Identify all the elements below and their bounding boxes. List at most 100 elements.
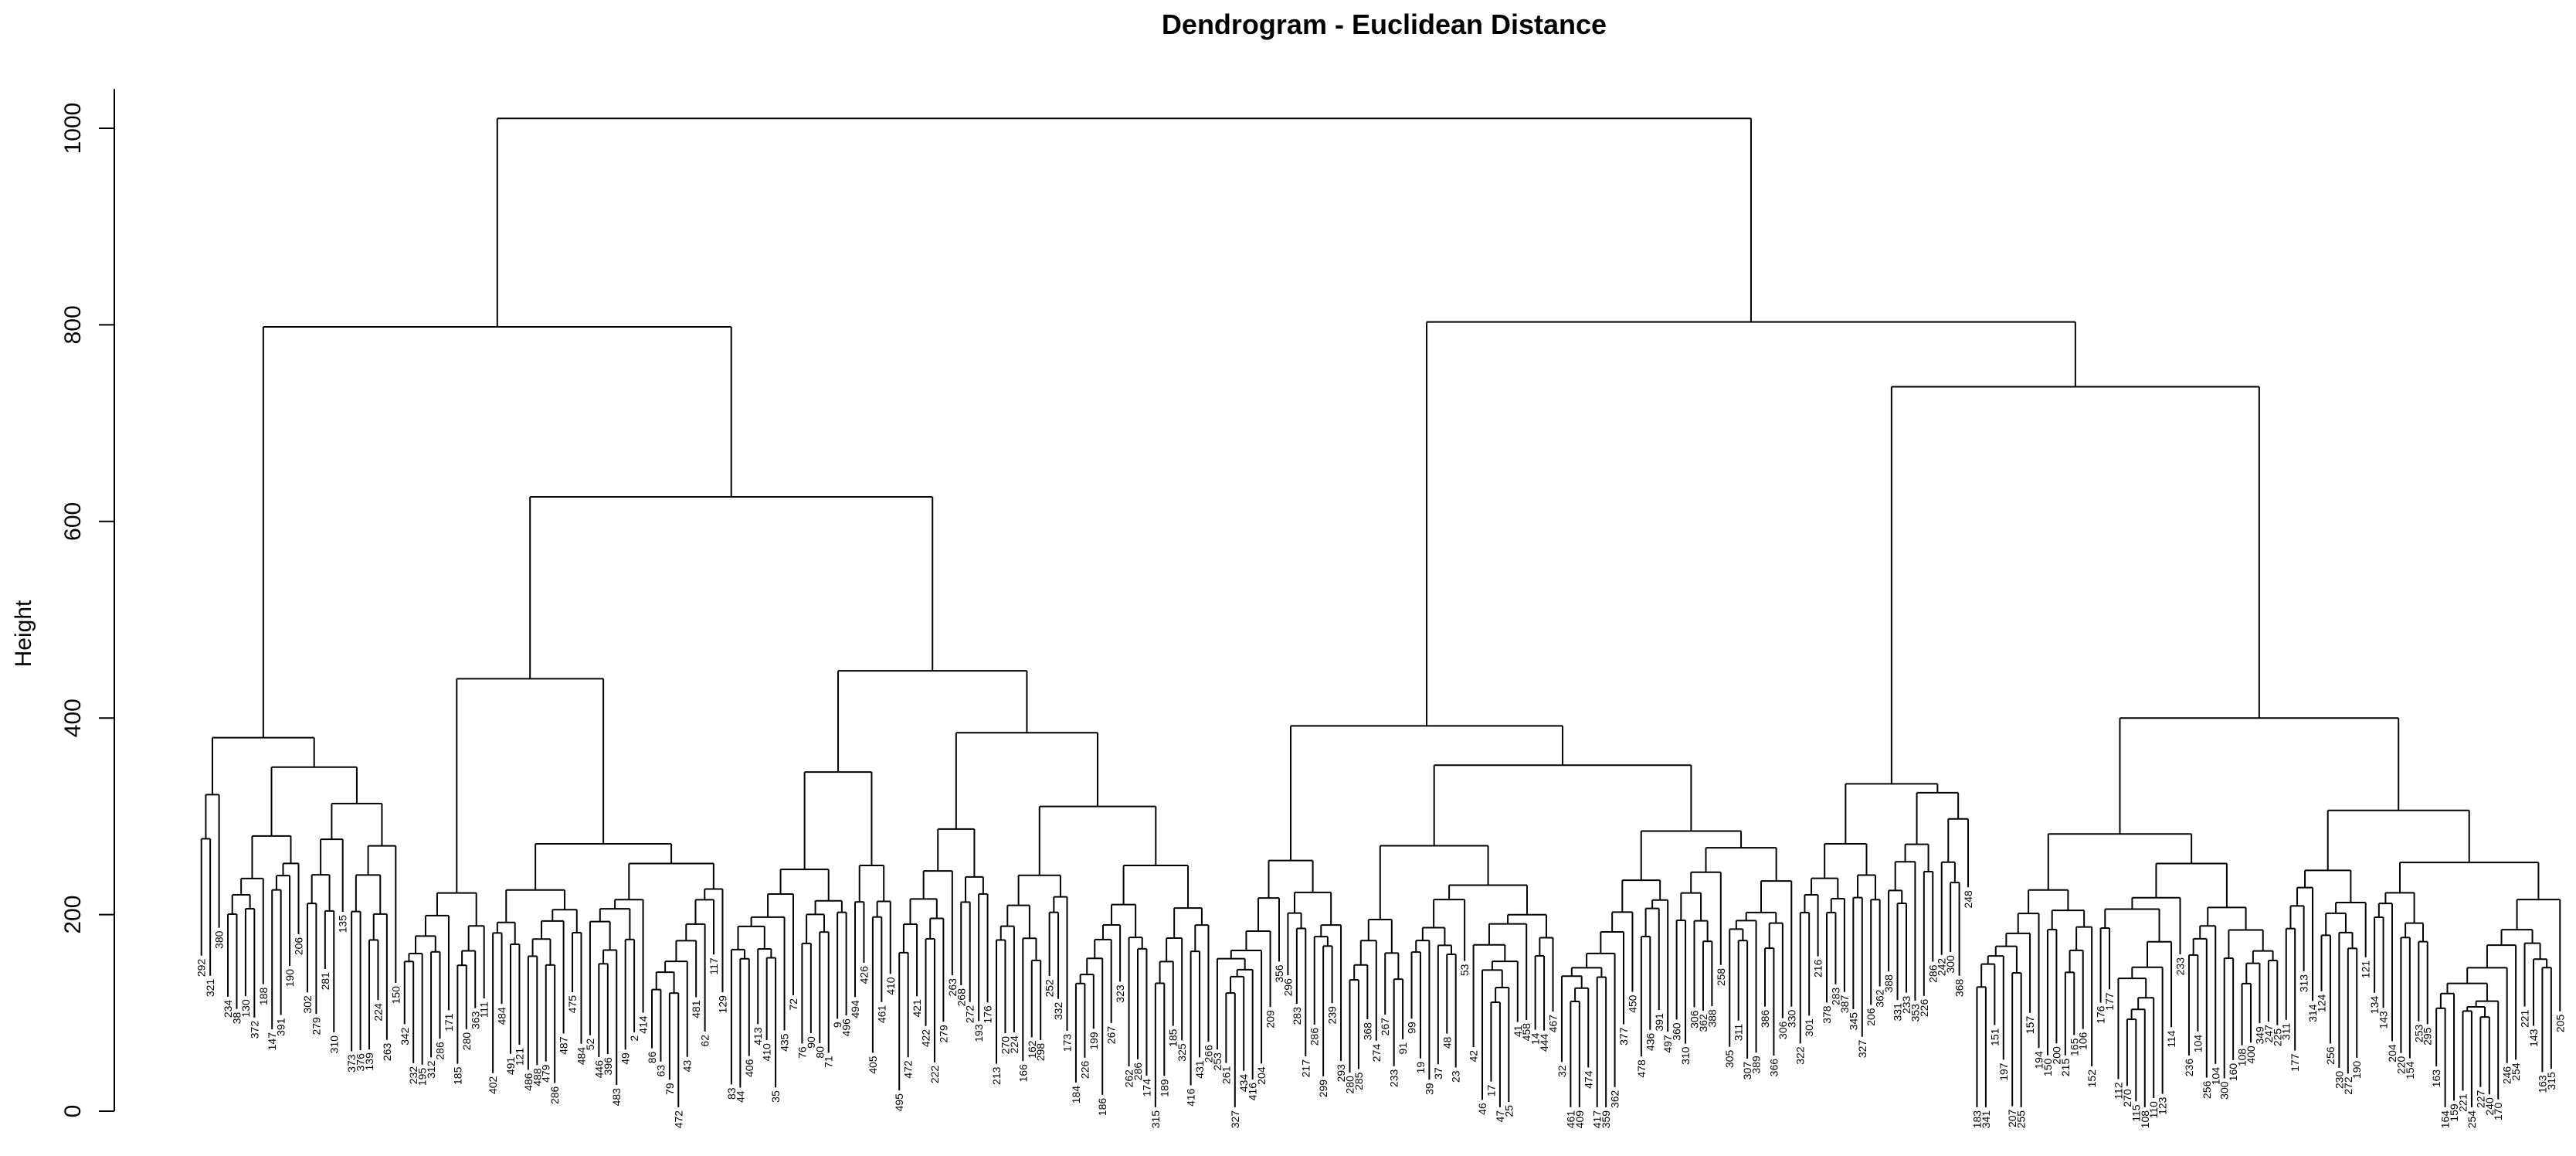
leaf-label: 177 <box>2289 1053 2301 1072</box>
leaf-label: 240 <box>2483 1097 2496 1116</box>
leaf-label: 298 <box>1034 1043 1047 1062</box>
leaf-label: 150 <box>389 986 402 1005</box>
leaf-label: 121 <box>513 1048 525 1066</box>
leaf-label: 396 <box>602 1057 614 1076</box>
leaf-label: 325 <box>1176 1043 1188 1062</box>
leaf-label: 262 <box>1123 1069 1135 1088</box>
leaf-label: 157 <box>2024 1016 2036 1035</box>
leaf-label: 112 <box>2112 1082 2124 1100</box>
leaf-label: 286 <box>548 1086 561 1104</box>
leaf-label: 426 <box>857 966 870 984</box>
leaf-label: 254 <box>2466 1110 2478 1129</box>
leaf-label: 106 <box>2077 1032 2089 1050</box>
leaf-label: 305 <box>1723 1050 1736 1069</box>
leaf-label: 362 <box>1697 1014 1709 1032</box>
leaf-label: 300 <box>1944 955 1957 974</box>
leaf-label: 253 <box>1211 1052 1224 1071</box>
leaf-label: 160 <box>2227 1063 2239 1082</box>
leaf-label: 360 <box>1671 1022 1683 1041</box>
leaf-label: 356 <box>1273 964 1285 983</box>
leaf-label: 484 <box>575 1047 587 1066</box>
leaf-label: 286 <box>1132 1062 1144 1081</box>
leaf-label: 42 <box>1468 1050 1480 1062</box>
leaf-label: 206 <box>293 937 305 956</box>
leaf-label: 283 <box>1291 1007 1303 1025</box>
leaf-label: 486 <box>522 1073 535 1091</box>
leaf-label: 270 <box>2121 1089 2133 1107</box>
y-axis-label: Height <box>11 600 36 667</box>
leaf-label: 233 <box>1900 995 1912 1014</box>
leaf-label: 165 <box>2068 1038 2080 1056</box>
leaf-label: 310 <box>328 1035 340 1054</box>
leaf-label: 224 <box>1008 1035 1020 1054</box>
leaf-label: 321 <box>204 979 216 998</box>
leaf-label: 312 <box>425 1060 437 1079</box>
leaf-label: 472 <box>902 1060 915 1079</box>
leaf-label: 53 <box>1458 964 1471 976</box>
leaf-label: 63 <box>654 1065 667 1077</box>
y-tick-label: 400 <box>60 699 86 737</box>
leaf-label: 193 <box>972 1024 985 1042</box>
leaf-label: 327 <box>1229 1110 1241 1129</box>
leaf-label: 209 <box>1264 1010 1277 1028</box>
leaf-label: 147 <box>266 1032 278 1051</box>
leaf-label: 190 <box>283 969 296 988</box>
y-tick-label: 200 <box>60 896 86 934</box>
leaf-label: 409 <box>1573 1110 1586 1129</box>
leaf-label: 472 <box>672 1110 684 1129</box>
leaf-label: 410 <box>884 977 897 995</box>
leaf-label: 283 <box>1829 988 1841 1006</box>
leaf-label: 44 <box>734 1090 746 1103</box>
leaf-label: 281 <box>319 972 331 991</box>
leaf-label: 494 <box>849 1000 861 1018</box>
leaf-label: 331 <box>1892 1003 1904 1022</box>
leaf-label: 185 <box>1167 1028 1179 1047</box>
y-tick-label: 1000 <box>60 103 86 155</box>
leaf-label: 263 <box>946 978 959 997</box>
leaf-label: 221 <box>2456 1093 2469 1112</box>
leaf-label: 402 <box>487 1076 499 1094</box>
leaf-label: 299 <box>1317 1080 1329 1098</box>
leaf-label: 221 <box>2519 1009 2531 1028</box>
leaf-label: 176 <box>2095 1005 2107 1024</box>
leaf-label: 306 <box>1688 1010 1700 1028</box>
leaf-label: 461 <box>1564 1110 1576 1129</box>
leaf-label: 295 <box>2422 1027 2434 1046</box>
leaf-label: 450 <box>1626 994 1638 1013</box>
leaf-label: 307 <box>1741 1062 1753 1080</box>
leaf-label: 292 <box>195 959 208 978</box>
leaf-label: 195 <box>416 1068 429 1086</box>
leaf-label: 421 <box>911 999 923 1018</box>
leaf-label: 434 <box>1237 1074 1250 1093</box>
leaf-label: 204 <box>1255 1066 1268 1085</box>
leaf-label: 117 <box>708 957 720 975</box>
leaf-label: 363 <box>469 1011 481 1029</box>
leaf-label: 373 <box>345 1054 358 1073</box>
leaf-label: 114 <box>2165 1030 2177 1048</box>
leaf-label: 104 <box>2191 1035 2204 1053</box>
leaf-label: 9 <box>831 1022 843 1028</box>
leaf-label: 378 <box>1821 1005 1833 1024</box>
leaf-label: 254 <box>2510 1062 2522 1081</box>
leaf-label: 391 <box>275 1018 287 1036</box>
leaf-label: 242 <box>1936 958 1948 977</box>
leaf-label: 301 <box>1803 1018 1815 1037</box>
leaf-label: 323 <box>1114 984 1126 1003</box>
leaf-label: 2 <box>628 1035 640 1042</box>
leaf-label: 359 <box>1600 1110 1612 1129</box>
leaf-label: 71 <box>823 1056 835 1068</box>
leaf-label: 372 <box>248 1021 260 1039</box>
leaf-label: 362 <box>1609 1090 1621 1109</box>
y-tick-label: 800 <box>60 305 86 344</box>
leaf-label: 349 <box>2253 1026 2265 1045</box>
leaf-label: 205 <box>2554 1015 2566 1033</box>
leaf-label: 491 <box>504 1057 517 1076</box>
leaf-label: 391 <box>1653 1013 1665 1032</box>
leaf-label: 233 <box>2174 957 2187 976</box>
leaf-label: 435 <box>779 1033 791 1052</box>
leaf-label: 406 <box>743 1059 755 1077</box>
leaf-label: 389 <box>1750 1056 1763 1074</box>
leaf-label: 302 <box>301 995 314 1014</box>
leaf-label: 215 <box>2059 1059 2072 1077</box>
